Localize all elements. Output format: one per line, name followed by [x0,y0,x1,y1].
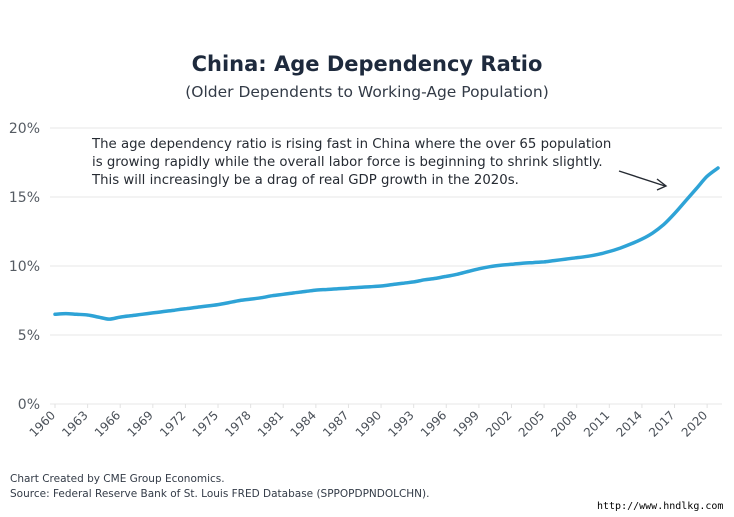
x-tick-label: 1996 [418,408,449,439]
x-tick-label: 2005 [516,408,547,439]
source-note: Source: Federal Reserve Bank of St. Loui… [10,488,430,500]
x-tick-label: 1972 [157,408,188,439]
x-tick-label: 1978 [222,408,253,439]
gridlines [50,127,722,405]
y-tick-label: 20% [9,121,40,137]
x-tick-label: 2020 [679,408,710,439]
x-tick-label: 1969 [124,408,155,439]
x-tick-label: 1963 [59,408,90,439]
x-tick-label: 1993 [385,408,416,439]
x-tick-label: 1984 [287,408,318,439]
credit-note: Chart Created by CME Group Economics. [10,473,225,485]
x-tick-label: 2014 [614,408,645,439]
y-tick-label: 0% [18,397,40,413]
annotation-line: The age dependency ratio is rising fast … [92,137,612,152]
annotation-arrow [618,170,668,191]
x-tick-label: 1990 [353,408,384,439]
y-tick-label: 10% [9,259,40,275]
x-tick-label: 1975 [190,408,221,439]
x-tick-label: 1966 [92,408,123,439]
y-tick-label: 5% [18,328,40,344]
x-tick-label: 1981 [255,408,286,439]
series-line [53,166,720,321]
x-axis-ticks: 1960 1963 1966 1969 1972 1975 1978 1981 1984 1987… [27,404,710,440]
x-tick-label: 2011 [581,408,612,439]
y-tick-label: 15% [9,190,40,206]
chart-title: China: Age Dependency Ratio [191,52,543,76]
x-tick-label: 2017 [646,408,677,439]
x-tick-label: 1987 [320,408,351,439]
annotation-line: is growing rapidly while the overall lab… [92,155,603,170]
x-tick-label: 1999 [451,408,482,439]
x-tick-label: 2008 [548,408,579,439]
x-tick-label: 2002 [483,408,514,439]
chart-subtitle: (Older Dependents to Working-Age Populat… [185,83,549,101]
watermark: http://www.hndlkg.com [597,501,724,512]
annotation-text: The age dependency ratio is rising fast … [92,136,611,190]
annotation-line: This will increasingly be a drag of real… [92,173,519,188]
y-axis-ticks: 0% 5% 10% 15% 20% [9,121,40,413]
